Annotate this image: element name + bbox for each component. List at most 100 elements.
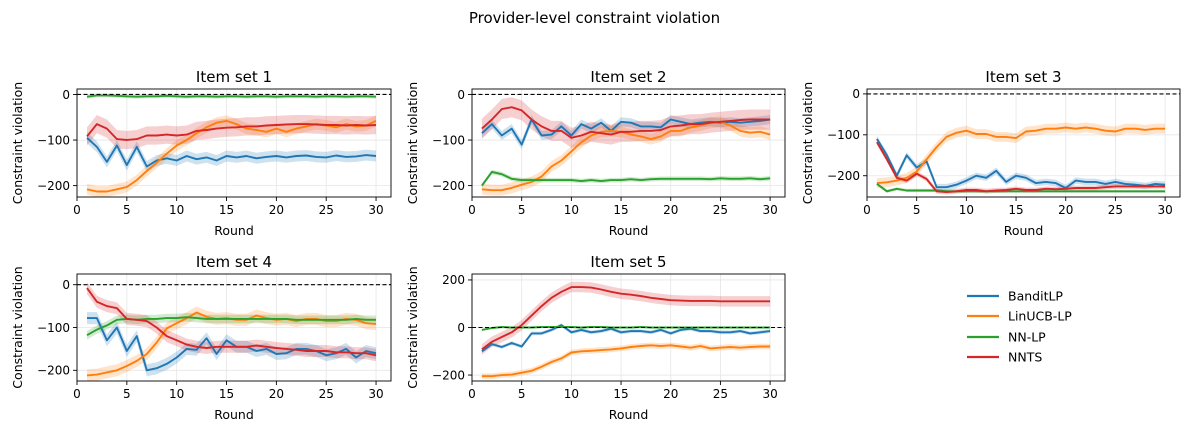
x-tick-label: 30 [368,387,383,401]
x-tick-label: 10 [169,203,184,217]
band-nn-lp [876,182,1166,193]
y-tick-label: 0 [457,321,465,335]
y-tick-label: −200 [827,169,860,183]
x-tick-label: 15 [1008,203,1023,217]
x-axis-label: Round [609,407,649,422]
panel-title: Item set 1 [196,68,272,86]
x-axis-label: Round [1004,223,1044,238]
legend-entry-nnts: NNTS [967,350,1042,365]
legend-entry-banditlp: BanditLP [967,289,1063,304]
y-axis-label: Constraint violation [405,266,420,388]
x-tick-label: 20 [1058,203,1073,217]
y-tick-label: 200 [442,273,465,287]
y-axis-label: Constraint violation [10,82,25,204]
legend-label-linucb-lp: LinUCB-LP [1008,309,1072,324]
y-tick-label: 0 [457,88,465,102]
x-tick-label: 5 [518,203,526,217]
legend: BanditLP LinUCB-LP NN-LP NNTS [967,289,1072,365]
series-line-nnts [86,287,377,357]
y-tick-label: −100 [827,128,860,142]
x-tick-label: 0 [73,203,81,217]
series-line-linucb-lp [481,344,771,378]
x-tick-label: 10 [959,203,974,217]
band-linucb-lp [87,306,376,381]
x-tick-label: 30 [1157,203,1172,217]
axes-frame [866,88,1181,198]
x-tick-label: 20 [663,203,678,217]
y-tick-label: 0 [62,278,70,292]
x-tick-label: 15 [219,203,234,217]
series-line-nnts [481,286,771,351]
x-tick-label: 5 [518,387,526,401]
x-axis-label: Round [609,223,649,238]
series-line-nnts [86,123,377,141]
x-axis-label: Round [214,223,254,238]
series-line-nn-lp [86,94,377,98]
y-tick-label: 0 [62,88,70,102]
x-tick-label: 5 [123,203,131,217]
series-line-banditlp [481,324,771,353]
y-tick-label: −200 [37,179,70,193]
series-line-nn-lp [481,170,771,187]
y-axis-label: Constraint violation [10,266,25,388]
x-tick-label: 25 [713,387,728,401]
x-tick-label: 25 [319,387,334,401]
panel-item-set-3: 0 5 10 15 20 25 30 0 −100 −200 Item set 3 Round Cons… [800,68,1181,238]
x-tick-label: 20 [663,387,678,401]
x-tick-label: 30 [762,203,777,217]
panel-item-set-2: 0 5 10 15 20 25 30 0 −100 −200 Item set 2 Round Cons… [405,68,786,238]
x-tick-label: 25 [1108,203,1123,217]
panel-item-set-4: 0 5 10 15 20 25 30 0 −100 −200 Item set 4 Round Cons… [10,253,392,422]
x-tick-label: 15 [613,387,628,401]
x-tick-label: 15 [613,203,628,217]
legend-label-banditlp: BanditLP [1008,289,1063,304]
panel-title: Item set 2 [590,68,666,86]
y-tick-label: −100 [432,133,465,147]
plot-area [77,93,391,197]
plot-area [867,93,1180,195]
x-tick-label: 20 [269,387,284,401]
x-tick-label: 30 [762,387,777,401]
x-tick-label: 10 [564,387,579,401]
y-tick-label: 0 [852,87,860,101]
band-linucb-lp [876,122,1166,188]
panel-title: Item set 4 [196,253,272,271]
y-tick-label: −200 [37,364,70,378]
x-tick-label: 10 [564,203,579,217]
panel-item-set-1: 0 5 10 15 20 25 30 0 −100 −200 Item set 1 Round Cons… [10,68,392,238]
x-tick-label: 0 [468,387,476,401]
series-line-nnts [876,141,1166,194]
series-line-nn-lp [876,183,1166,193]
x-tick-label: 15 [219,387,234,401]
y-axis-label: Constraint violation [800,82,815,204]
legend-label-nnts: NNTS [1008,350,1042,365]
y-axis-label: Constraint violation [405,82,420,204]
plot-area [77,282,391,381]
x-tick-label: 5 [913,203,921,217]
panel-title: Item set 5 [590,253,666,271]
plot-area [472,93,785,196]
x-tick-label: 25 [713,203,728,217]
series-line-linucb-lp [876,126,1166,185]
y-tick-label: −200 [432,179,465,193]
x-tick-label: 10 [169,387,184,401]
y-tick-label: −100 [37,321,70,335]
panel-title: Item set 3 [985,68,1061,86]
plot-area [472,281,785,380]
x-tick-label: 20 [269,203,284,217]
x-tick-label: 5 [123,387,131,401]
band-nnts [87,115,376,150]
x-tick-label: 0 [73,387,81,401]
legend-entry-linucb-lp: LinUCB-LP [967,309,1072,324]
x-axis-label: Round [214,407,254,422]
x-tick-label: 30 [368,203,383,217]
y-tick-label: −200 [432,368,465,382]
x-tick-label: 25 [319,203,334,217]
x-tick-label: 0 [468,203,476,217]
y-tick-label: −100 [37,133,70,147]
series-line-banditlp [87,317,377,372]
legend-label-nn-lp: NN-LP [1008,330,1046,345]
series-line-nnts [481,106,771,139]
